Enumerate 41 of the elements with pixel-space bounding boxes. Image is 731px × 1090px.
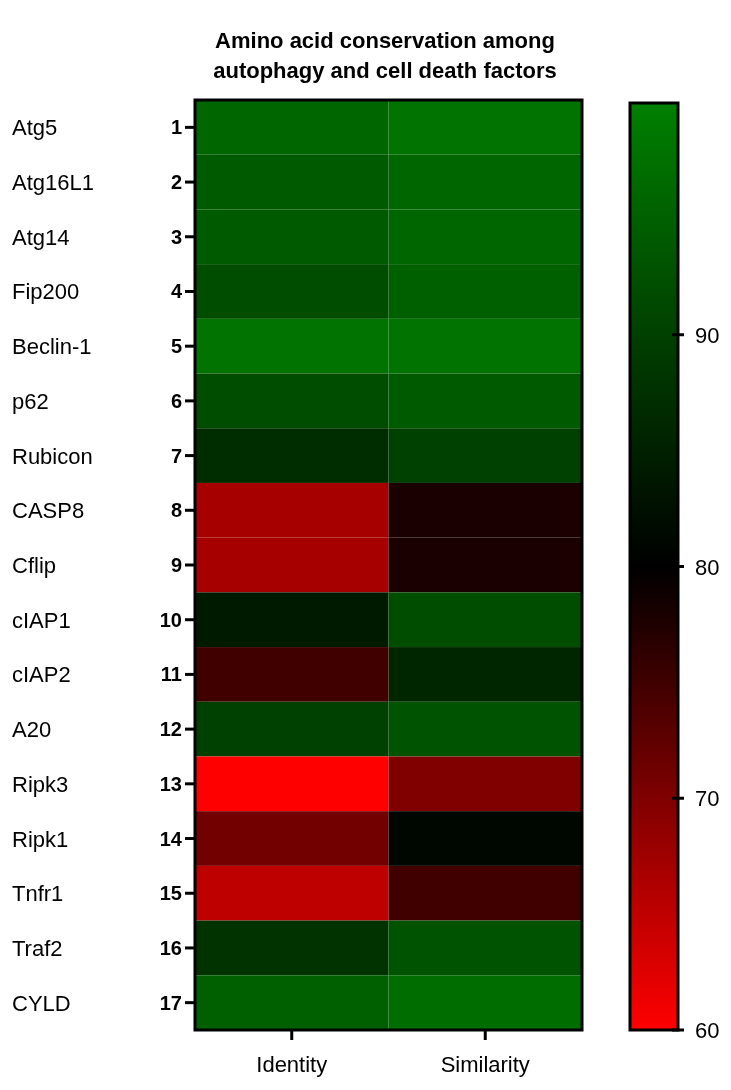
- y-tick-label: 1: [170, 116, 182, 139]
- y-tick-label: 16: [159, 936, 182, 959]
- y2-tick-label: cIAP1: [12, 607, 71, 633]
- y-tick-label: 6: [170, 389, 182, 412]
- y2-tick-label: Atg14: [12, 224, 70, 250]
- y-tick-label: 13: [159, 772, 182, 795]
- y-tick-label: 5: [170, 335, 182, 358]
- y2-tick-label: Fip200: [12, 279, 80, 305]
- y2-tick-label: p62: [12, 388, 49, 414]
- color-bar-label: 90: [695, 322, 720, 348]
- color-bar-label: 70: [695, 786, 720, 812]
- y2-tick-label: Atg16L1: [12, 170, 94, 196]
- y-tick-label: 12: [159, 718, 182, 741]
- y-tick-label: 11: [160, 663, 182, 686]
- y2-tick-label: cIAP2: [12, 662, 71, 688]
- y-tick-label: 15: [159, 882, 182, 905]
- y2-tick-label: Cflip: [12, 553, 57, 578]
- chart-title: Amino acid conservation among autophagy and cell death factors: [213, 28, 557, 83]
- color-bar-label: 60: [695, 1018, 720, 1043]
- y2-tick-label: CYLD: [12, 990, 71, 1016]
- y-tick-label: 17: [159, 991, 182, 1014]
- x-tick-label: Identity: [256, 1052, 328, 1077]
- y2-tick-label: Tnfr1: [12, 881, 64, 907]
- y-tick-label: 7: [170, 444, 182, 467]
- y2-tick-label: Traf2: [12, 935, 63, 961]
- y-tick-label: 8: [170, 499, 182, 522]
- color-bar-label: 80: [695, 554, 720, 580]
- y-tick-label: 10: [159, 608, 182, 631]
- y-tick-label: 4: [170, 280, 183, 303]
- y2-tick-label: CASP8: [12, 498, 85, 524]
- y-tick-label: 2: [170, 171, 182, 194]
- y2-tick-label: A20: [12, 717, 52, 743]
- y2-tick-label: Ripk3: [12, 771, 69, 797]
- y-tick-label: 14: [159, 827, 183, 850]
- y-tick-label: 9: [170, 554, 182, 576]
- y-tick-label: 3: [170, 225, 182, 248]
- x-tick-label: Similarity: [440, 1052, 530, 1077]
- y2-tick-label: Atg5: [12, 115, 58, 141]
- y2-tick-label: Ripk1: [12, 826, 69, 852]
- y2-tick-label: Rubicon: [12, 443, 93, 469]
- y2-tick-label: Beclin-1: [12, 334, 92, 360]
